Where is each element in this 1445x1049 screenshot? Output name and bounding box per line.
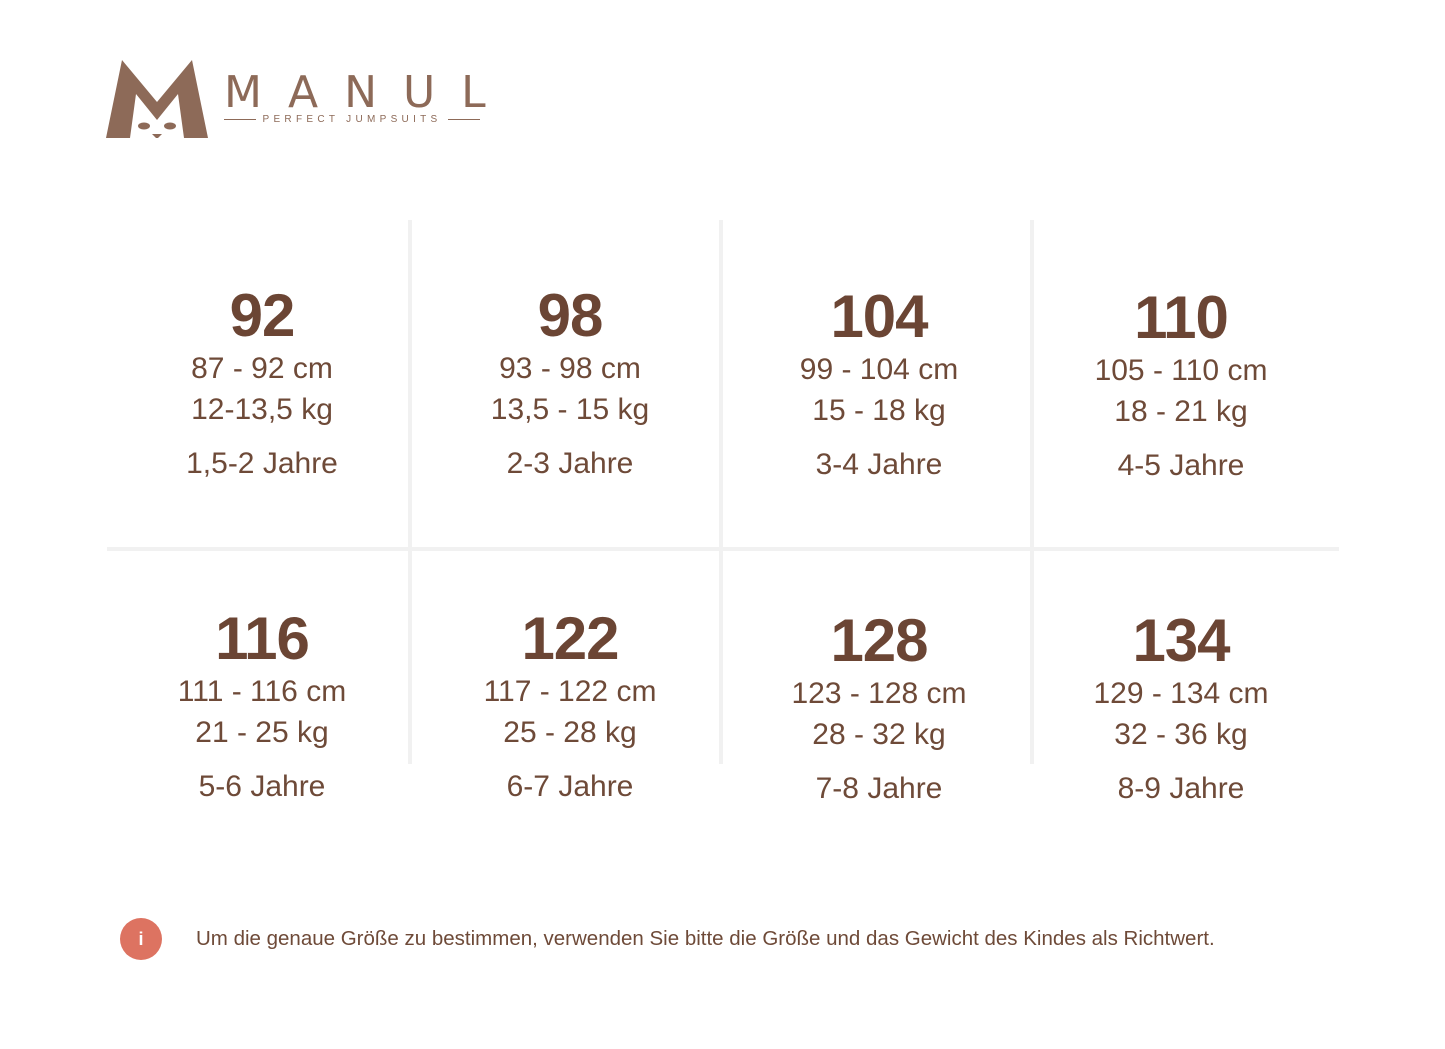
height-range: 111 - 116 cm bbox=[177, 675, 347, 708]
size-cell-104: 104 99 - 104 cm 15 - 18 kg 3-4 Jahre bbox=[724, 285, 1034, 485]
sizing-note: i Um die genaue Größe zu bestimmen, verw… bbox=[120, 918, 1215, 960]
height-range: 117 - 122 cm bbox=[483, 675, 657, 708]
size-cell-98: 98 93 - 98 cm 13,5 - 15 kg 2-3 Jahre bbox=[415, 284, 725, 484]
brand-name: MANUL bbox=[224, 67, 512, 118]
size-label: 92 bbox=[229, 282, 296, 349]
row-divider bbox=[107, 547, 1339, 551]
size-label: 116 bbox=[215, 605, 310, 672]
age-range: 2-3 Jahre bbox=[506, 447, 634, 480]
column-divider bbox=[408, 220, 412, 764]
size-cell-92: 92 87 - 92 cm 12-13,5 kg 1,5-2 Jahre bbox=[107, 284, 417, 484]
size-chart-grid: 92 87 - 92 cm 12-13,5 kg 1,5-2 Jahre 98 … bbox=[107, 220, 1339, 805]
height-range: 129 - 134 cm bbox=[1093, 677, 1269, 710]
age-range: 4-5 Jahre bbox=[1117, 449, 1245, 482]
size-label: 104 bbox=[830, 283, 928, 350]
weight-range: 18 - 21 kg bbox=[1114, 395, 1248, 428]
brand-logo: MANUL PERFECT JUMPSUITS bbox=[106, 60, 486, 142]
age-range: 8-9 Jahre bbox=[1117, 772, 1245, 805]
age-range: 1,5-2 Jahre bbox=[186, 447, 338, 480]
size-label: 128 bbox=[830, 607, 928, 674]
size-label: 110 bbox=[1134, 284, 1229, 351]
tagline-rule-right bbox=[447, 118, 481, 121]
size-cell-110: 110 105 - 110 cm 18 - 21 kg 4-5 Jahre bbox=[1026, 286, 1336, 486]
weight-range: 25 - 28 kg bbox=[503, 716, 637, 749]
height-range: 87 - 92 cm bbox=[191, 352, 333, 385]
weight-range: 21 - 25 kg bbox=[195, 716, 329, 749]
tagline-rule-left bbox=[224, 118, 257, 121]
note-text: Um die genaue Größe zu bestimmen, verwen… bbox=[196, 927, 1215, 950]
age-range: 7-8 Jahre bbox=[815, 772, 943, 805]
size-cell-122: 122 117 - 122 cm 25 - 28 kg 6-7 Jahre bbox=[415, 607, 725, 807]
size-label: 98 bbox=[537, 282, 604, 349]
weight-range: 12-13,5 kg bbox=[191, 393, 333, 426]
size-cell-128: 128 123 - 128 cm 28 - 32 kg 7-8 Jahre bbox=[724, 609, 1034, 809]
height-range: 99 - 104 cm bbox=[799, 353, 959, 386]
age-range: 3-4 Jahre bbox=[815, 448, 943, 481]
column-divider bbox=[719, 220, 723, 764]
weight-range: 32 - 36 kg bbox=[1114, 718, 1248, 751]
weight-range: 15 - 18 kg bbox=[812, 394, 946, 427]
column-divider bbox=[1030, 220, 1034, 764]
brand-tagline: PERFECT JUMPSUITS bbox=[224, 114, 481, 125]
tagline-text: PERFECT JUMPSUITS bbox=[262, 114, 442, 125]
size-label: 122 bbox=[521, 605, 619, 672]
height-range: 123 - 128 cm bbox=[791, 677, 967, 710]
age-range: 5-6 Jahre bbox=[198, 770, 326, 803]
size-cell-116: 116 111 - 116 cm 21 - 25 kg 5-6 Jahre bbox=[107, 607, 417, 807]
size-cell-134: 134 129 - 134 cm 32 - 36 kg 8-9 Jahre bbox=[1026, 609, 1336, 809]
weight-range: 13,5 - 15 kg bbox=[490, 393, 650, 426]
weight-range: 28 - 32 kg bbox=[812, 718, 946, 751]
manul-cat-m-icon bbox=[106, 60, 208, 138]
age-range: 6-7 Jahre bbox=[506, 770, 634, 803]
size-label: 134 bbox=[1132, 607, 1230, 674]
height-range: 93 - 98 cm bbox=[499, 352, 641, 385]
height-range: 105 - 110 cm bbox=[1094, 354, 1268, 387]
info-icon: i bbox=[120, 918, 162, 960]
